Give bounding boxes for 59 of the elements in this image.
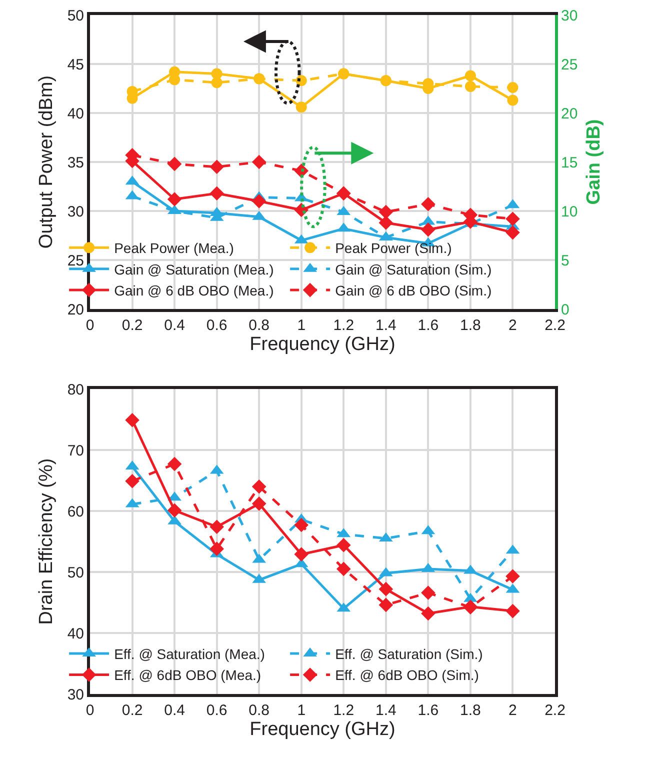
y-axis-title: Output Power (dBm) (36, 75, 58, 249)
legend-label: Gain @ 6 dB OBO (Sim.) (335, 282, 492, 299)
x-tick-label: 1.2 (333, 317, 354, 334)
legend-label: Eff. @ 6dB OBO (Mea.) (114, 667, 262, 684)
x-tick-label: 0.4 (164, 317, 185, 334)
x-tick-label: 1.6 (418, 317, 439, 334)
y-tick-label: 40 (67, 105, 84, 122)
x-tick-label: 0.6 (206, 317, 228, 334)
y-tick-label: 30 (67, 686, 84, 704)
legend-label: Eff. @ Saturation (Sim.) (335, 646, 483, 662)
x-tick-label: 0.6 (206, 702, 228, 719)
legend-label: Eff. @ Saturation (Mea.) (114, 646, 265, 662)
x-tick-label: 0.8 (248, 702, 270, 719)
legend-label: Eff. @ 6dB OBO (Sim.) (335, 667, 479, 684)
y2-tick-label: 0 (561, 301, 570, 318)
y-tick-label: 70 (67, 442, 84, 460)
x-tick-label: 1.8 (460, 317, 481, 334)
x-tick-label: 1 (297, 702, 306, 719)
x-tick-label: 1 (297, 317, 306, 334)
y-tick-label: 50 (67, 564, 84, 582)
x-tick-label: 1.6 (418, 702, 439, 719)
x-tick-label: 2 (508, 317, 517, 334)
x-axis-title: Frequency (GHz) (250, 334, 396, 355)
x-tick-label: 0.4 (164, 702, 185, 719)
y2-tick-label: 20 (561, 105, 578, 122)
y-tick-label: 60 (67, 503, 84, 520)
legend-label: Gain @ Saturation (Mea.) (114, 261, 274, 278)
y2-tick-label: 30 (561, 7, 578, 24)
y-tick-label: 25 (67, 252, 84, 270)
legend-label: Gain @ Saturation (Sim.) (335, 261, 492, 278)
y2-tick-label: 15 (561, 154, 578, 172)
x-tick-label: 1.4 (375, 317, 396, 334)
y-tick-label: 35 (67, 154, 84, 172)
x-tick-label: 1.2 (333, 702, 354, 719)
x-tick-label: 2 (508, 702, 517, 719)
y-tick-label: 40 (67, 625, 84, 642)
y-tick-label: 45 (67, 56, 84, 74)
legend-label: Peak Power (Sim.) (335, 240, 452, 256)
x-tick-label: 2.2 (544, 702, 566, 719)
legend-label: Gain @ 6 dB OBO (Mea.) (114, 282, 274, 299)
x-tick-label: 0.2 (122, 702, 143, 719)
y-tick-label: 20 (67, 301, 84, 318)
x-tick-label: 0.2 (122, 317, 143, 334)
x-tick-label: 2.2 (544, 317, 566, 334)
x-tick-label: 0 (86, 317, 94, 334)
x-tick-label: 0.8 (248, 317, 270, 334)
y-tick-label: 30 (67, 203, 84, 220)
legend-label: Peak Power (Mea.) (114, 240, 234, 256)
x-axis-title: Frequency (GHz) (250, 719, 396, 740)
y-tick-label: 80 (67, 381, 84, 398)
x-tick-label: 1.4 (375, 702, 396, 719)
y2-tick-label: 5 (561, 252, 570, 270)
y-tick-label: 50 (67, 7, 84, 24)
x-tick-label: 0 (86, 702, 94, 719)
y2-tick-label: 25 (561, 56, 578, 74)
y-axis-title: Drain Efficiency (%) (36, 458, 58, 625)
x-tick-label: 1.8 (460, 702, 481, 719)
y2-tick-label: 10 (561, 203, 578, 220)
y2-axis-title: Gain (dB) (583, 119, 604, 205)
